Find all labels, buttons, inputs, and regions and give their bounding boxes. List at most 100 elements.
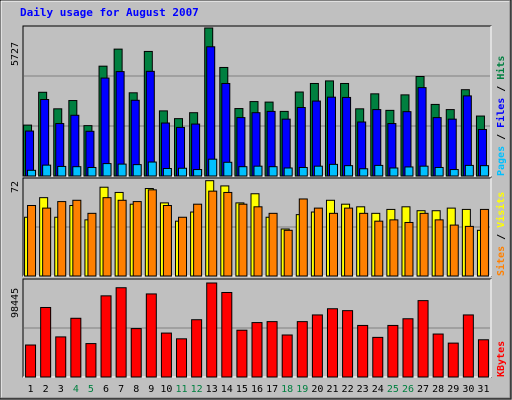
bar-pages-day-12 bbox=[193, 169, 203, 177]
bar-sites-day-18 bbox=[283, 229, 293, 277]
bar-pages-day-14 bbox=[223, 161, 233, 177]
y-max-label-hits: 5727 bbox=[10, 42, 21, 66]
x-tick-label: 25 bbox=[387, 384, 399, 395]
legend-text: Sites / Visits bbox=[495, 192, 507, 276]
bar-pages-day-24 bbox=[374, 164, 384, 177]
bar-kbytes-day-17 bbox=[266, 321, 278, 378]
legend-entry-visits: Visits bbox=[495, 192, 507, 228]
bar-kbytes-day-8 bbox=[130, 328, 142, 378]
bar-pages-day-30 bbox=[464, 164, 474, 177]
legend-text: Pages / Files / Hits bbox=[495, 56, 507, 176]
bar-pages-day-1 bbox=[27, 169, 37, 177]
legend-entry-hits: Hits bbox=[495, 56, 507, 80]
bar-kbytes-day-15 bbox=[236, 329, 248, 378]
bar-sites-day-13 bbox=[208, 190, 218, 277]
bar-files-day-27 bbox=[417, 87, 427, 177]
x-tick-label: 27 bbox=[417, 384, 429, 395]
bar-pages-day-2 bbox=[42, 164, 52, 177]
x-tick-label: 24 bbox=[372, 384, 384, 395]
bar-sites-day-5 bbox=[87, 212, 97, 277]
legend-separator: / bbox=[496, 228, 507, 246]
x-tick-label: 12 bbox=[191, 384, 203, 395]
bar-pages-day-22 bbox=[344, 165, 354, 177]
bar-sites-day-16 bbox=[253, 206, 263, 277]
bar-files-day-12 bbox=[191, 123, 201, 177]
bar-kbytes-day-18 bbox=[281, 334, 293, 378]
legend-kbytes: KBytes bbox=[496, 341, 507, 377]
bar-pages-day-19 bbox=[298, 166, 308, 177]
bar-kbytes-day-29 bbox=[447, 342, 459, 378]
bar-pages-day-16 bbox=[253, 165, 263, 177]
bar-files-day-1 bbox=[25, 130, 35, 177]
bar-kbytes-day-6 bbox=[100, 295, 112, 378]
x-tick-label: 8 bbox=[133, 384, 139, 395]
bar-kbytes-day-1 bbox=[25, 344, 37, 378]
bar-sites-day-24 bbox=[374, 220, 384, 277]
bar-sites-day-3 bbox=[57, 201, 67, 277]
bar-sites-day-2 bbox=[42, 207, 52, 277]
bar-pages-day-27 bbox=[419, 165, 429, 177]
legend-separator: / bbox=[496, 80, 507, 98]
bar-pages-day-31 bbox=[479, 165, 489, 177]
bar-kbytes-day-7 bbox=[115, 287, 127, 378]
bar-pages-day-10 bbox=[162, 168, 172, 177]
x-tick-label: 6 bbox=[103, 384, 109, 395]
bar-pages-day-23 bbox=[359, 168, 369, 177]
bar-files-day-9 bbox=[145, 70, 155, 177]
bar-kbytes-day-3 bbox=[55, 336, 67, 378]
legend-separator: / bbox=[496, 128, 507, 146]
x-tick-label: 23 bbox=[357, 384, 369, 395]
bar-kbytes-day-26 bbox=[402, 318, 414, 378]
bar-files-day-6 bbox=[100, 77, 110, 177]
legend-hits-files-pages: Pages / Files / Hits bbox=[495, 56, 507, 176]
x-tick-label: 2 bbox=[43, 384, 49, 395]
x-tick-label: 15 bbox=[236, 384, 248, 395]
x-tick-label: 13 bbox=[206, 384, 218, 395]
bar-kbytes-day-23 bbox=[357, 324, 369, 378]
bar-kbytes-day-2 bbox=[40, 306, 52, 378]
bar-sites-day-31 bbox=[479, 208, 489, 277]
bar-sites-day-9 bbox=[147, 189, 157, 277]
bar-kbytes-day-19 bbox=[296, 321, 308, 378]
bar-sites-day-21 bbox=[328, 212, 338, 277]
bar-sites-day-7 bbox=[117, 199, 127, 277]
x-tick-label: 10 bbox=[160, 384, 172, 395]
x-tick-label: 19 bbox=[296, 384, 308, 395]
bar-files-day-22 bbox=[342, 96, 352, 177]
bar-pages-day-26 bbox=[404, 166, 414, 177]
bar-pages-day-9 bbox=[147, 161, 157, 177]
bar-sites-day-6 bbox=[102, 197, 112, 277]
bar-sites-day-27 bbox=[419, 212, 429, 277]
bar-kbytes-day-28 bbox=[432, 333, 444, 378]
bar-kbytes-day-13 bbox=[206, 282, 218, 378]
bar-kbytes-day-14 bbox=[221, 291, 233, 378]
x-tick-label: 7 bbox=[118, 384, 124, 395]
bar-kbytes-day-4 bbox=[70, 317, 82, 378]
bar-kbytes-day-20 bbox=[311, 314, 323, 378]
bar-files-day-26 bbox=[402, 111, 412, 177]
bar-pages-day-6 bbox=[102, 163, 112, 177]
x-tick-label: 20 bbox=[311, 384, 323, 395]
bar-sites-day-26 bbox=[404, 221, 414, 277]
bar-pages-day-29 bbox=[449, 169, 459, 177]
chart-title: Daily usage for August 2007 bbox=[20, 6, 199, 19]
bar-sites-day-4 bbox=[72, 199, 82, 277]
x-tick-label: 5 bbox=[88, 384, 94, 395]
bar-kbytes-day-16 bbox=[251, 322, 263, 378]
bar-kbytes-day-12 bbox=[191, 319, 203, 378]
bar-sites-day-28 bbox=[434, 219, 444, 277]
bar-pages-day-21 bbox=[328, 163, 338, 177]
bar-kbytes-day-22 bbox=[342, 310, 354, 378]
bar-pages-day-5 bbox=[87, 166, 97, 177]
kbytes-panel bbox=[22, 278, 492, 378]
x-tick-label: 22 bbox=[342, 384, 354, 395]
bar-files-day-18 bbox=[281, 118, 291, 177]
bar-pages-day-28 bbox=[434, 166, 444, 177]
legend-entry-files: Files bbox=[495, 98, 507, 128]
bar-kbytes-day-21 bbox=[326, 308, 338, 378]
bar-kbytes-day-31 bbox=[477, 339, 489, 378]
bar-sites-day-8 bbox=[132, 201, 142, 277]
bar-files-day-20 bbox=[311, 100, 321, 177]
bar-kbytes-day-25 bbox=[387, 324, 399, 378]
